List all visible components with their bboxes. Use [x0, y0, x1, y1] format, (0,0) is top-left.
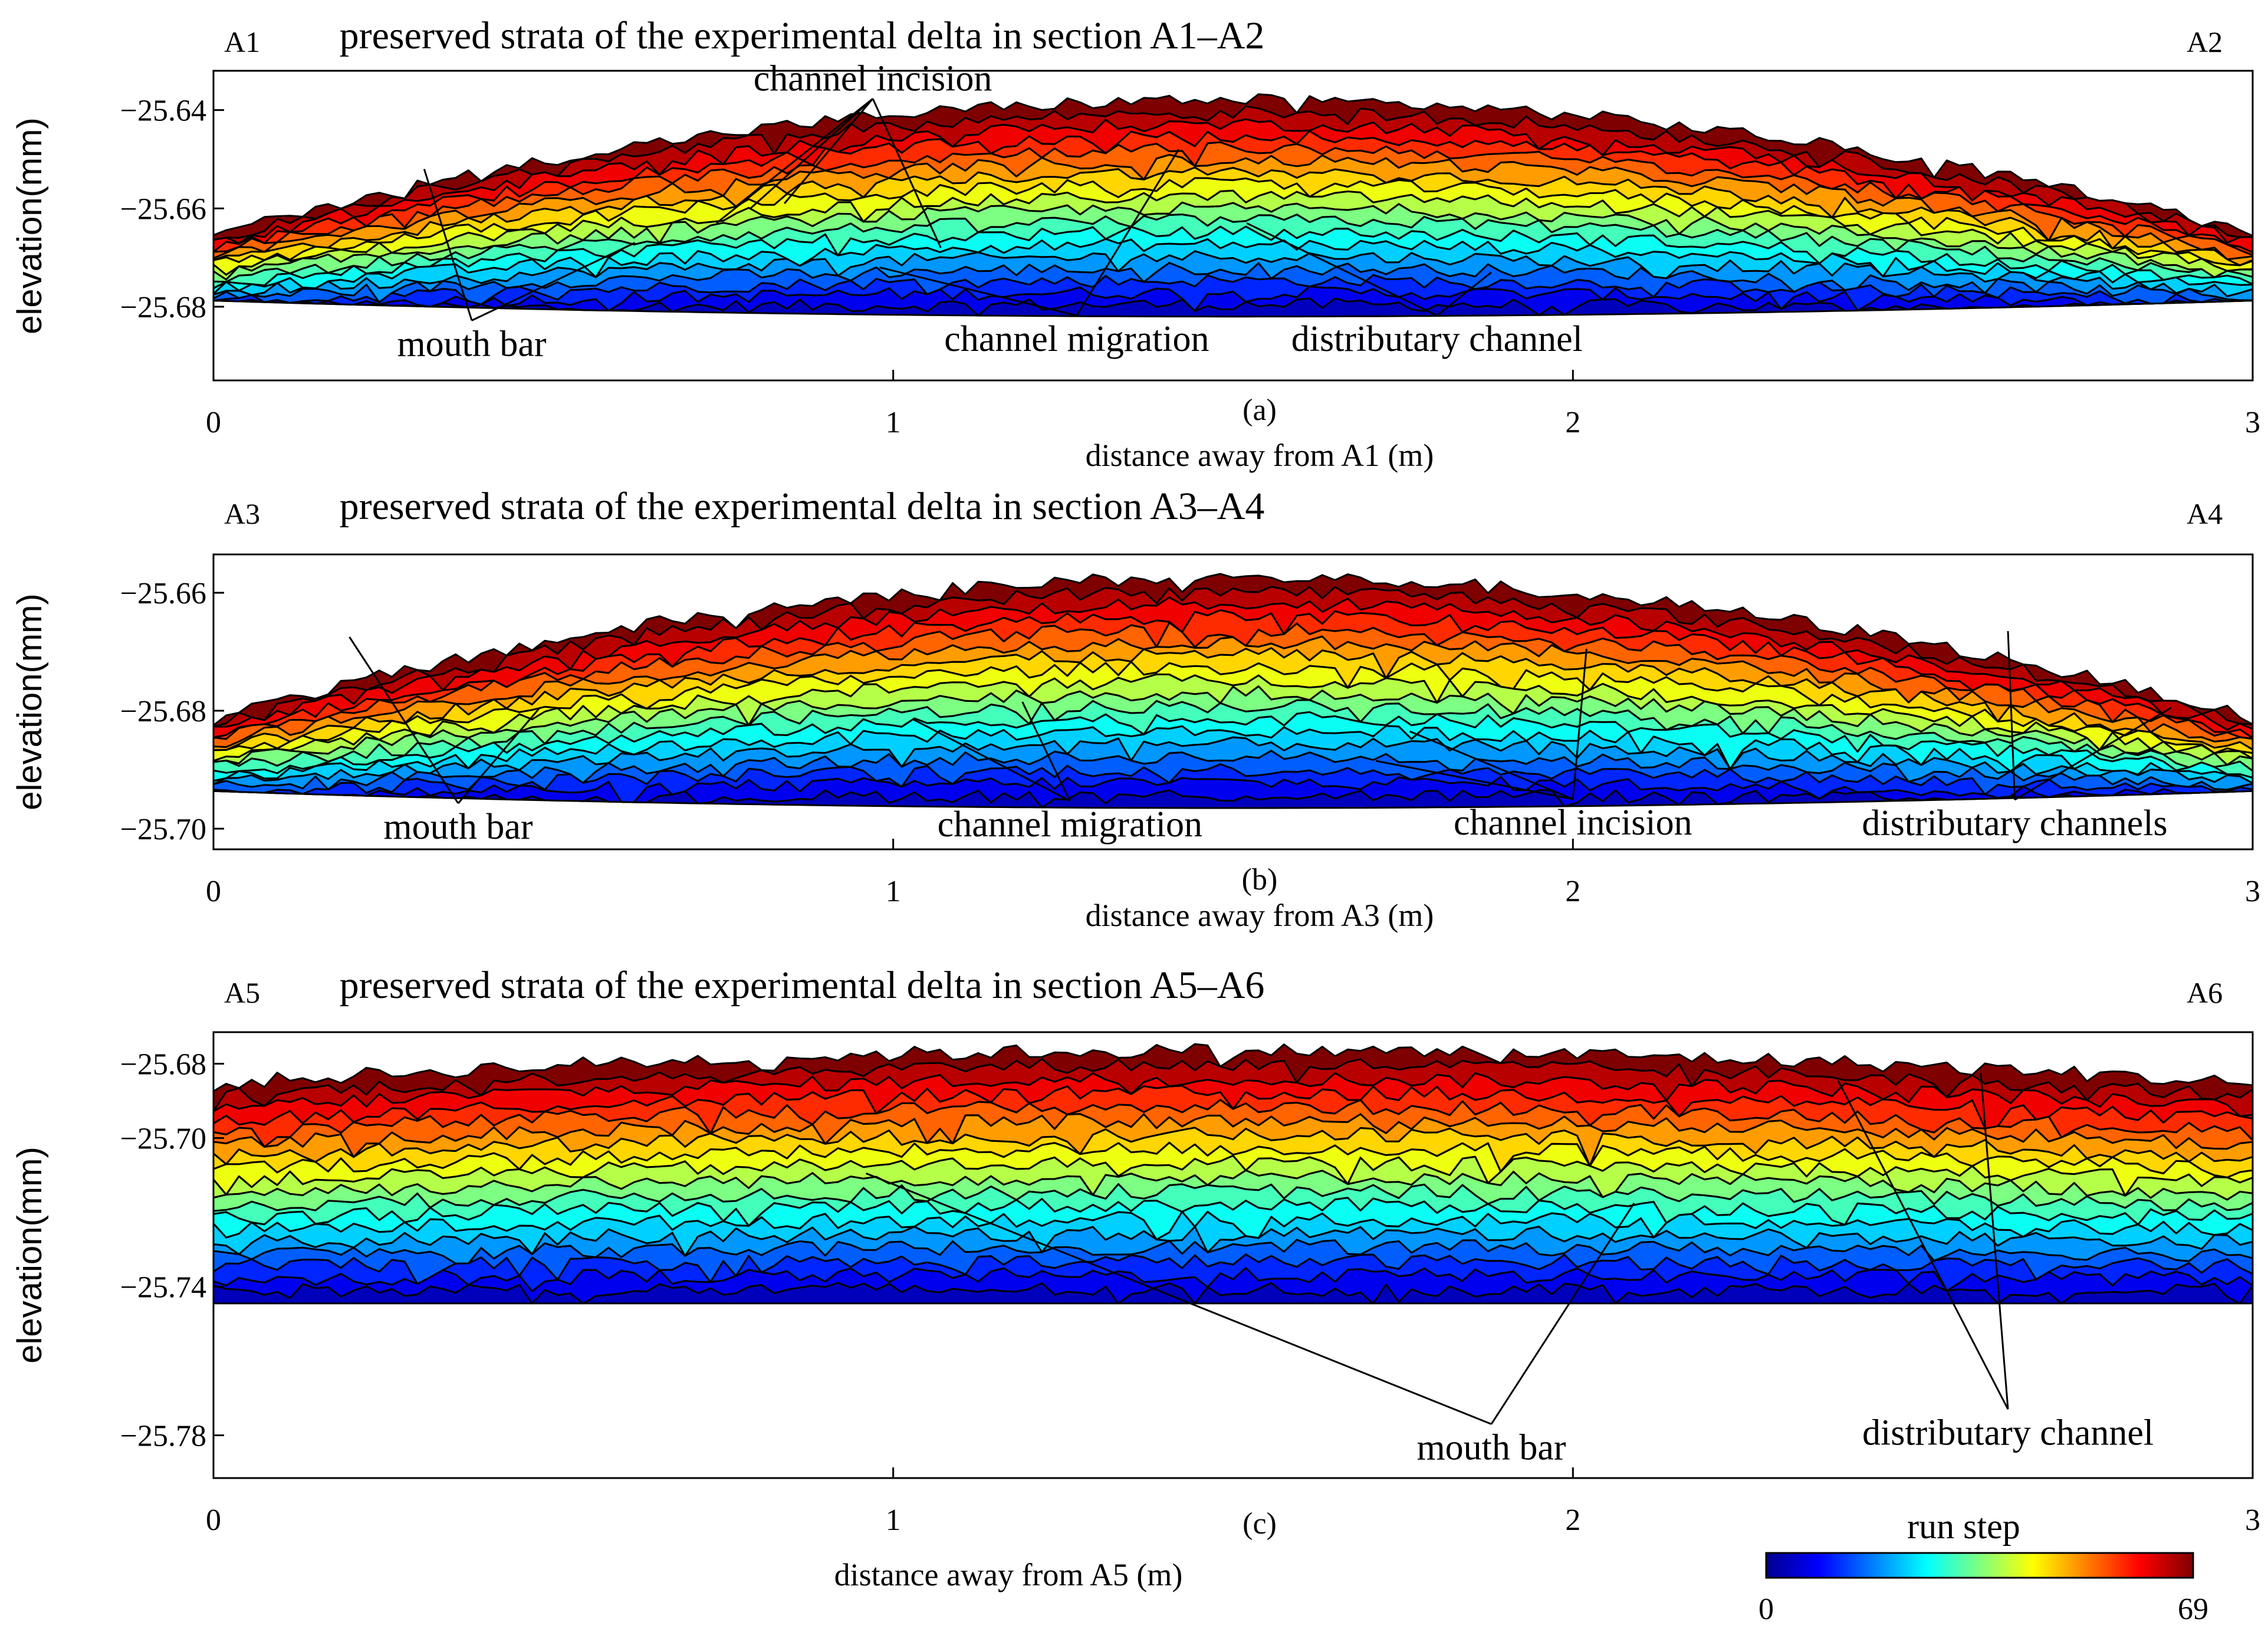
colorbar-min-label: 0 [1758, 1592, 1774, 1626]
x-tick-label: 3 [2245, 406, 2260, 439]
annotation-leader-line [1572, 648, 1587, 800]
panel-b-left-label: A3 [224, 497, 260, 530]
panel-c-letter: (c) [1243, 1507, 1277, 1541]
x-tick-label: 2 [1565, 875, 1580, 908]
y-tick-label: −25.70 [120, 1122, 206, 1156]
annotation-leader-line [784, 98, 874, 204]
colorbar-title: run step [1907, 1507, 2020, 1546]
annotation-leader-line [750, 98, 874, 209]
panel-c-left-label: A5 [224, 976, 260, 1009]
panel-b-title: preserved strata of the experimental del… [340, 485, 1265, 528]
annotation-leader-line [1837, 1080, 2009, 1410]
panel-c-ylabel: elevation(mm) [11, 1147, 49, 1363]
colorbar-ramp [1765, 1552, 2194, 1579]
x-tick-label: 3 [2245, 875, 2260, 908]
annotation-label: distributary channel [1862, 1413, 2154, 1453]
panel-b-ylabel: elevation(mm) [11, 593, 49, 810]
annotation-leader-line [423, 169, 473, 321]
annotation-leader-line [1021, 701, 1071, 802]
panel-a-x-axis: 0 1 2 3 [206, 370, 2260, 439]
annotation-leader-line [1436, 271, 1492, 317]
colorbar-max-label: 69 [2178, 1592, 2208, 1626]
annotation-label: mouth bar [383, 807, 533, 847]
panel-c-title: preserved strata of the experimental del… [340, 964, 1265, 1007]
panel-a-y-axis: −25.64 −25.66 −25.68 [120, 94, 224, 324]
x-tick-label: 2 [1565, 406, 1580, 439]
annotation-leader-line [879, 266, 1077, 317]
panel-c-right-label: A6 [2187, 976, 2223, 1009]
panel-b-xlabel: distance away from A3 (m) [1086, 898, 1434, 933]
y-tick-label: −25.68 [120, 1048, 206, 1082]
x-tick-label: 1 [886, 875, 901, 908]
panel-b-frame [212, 553, 2254, 851]
annotation-label: channel migration [944, 319, 1209, 359]
panel-c-xlabel: distance away from A5 (m) [834, 1557, 1183, 1592]
y-tick-label: −25.70 [120, 813, 206, 846]
y-tick-label: −25.66 [120, 577, 206, 610]
annotation-label: mouth bar [1416, 1428, 1566, 1468]
panel-a: preserved strata of the experimental del… [11, 14, 2260, 473]
x-tick-label: 3 [2245, 1503, 2260, 1537]
y-tick-label: −25.66 [120, 192, 206, 226]
annotation-leader-line [872, 98, 942, 248]
y-tick-label: −25.74 [120, 1271, 206, 1305]
annotation-label: channel incision [754, 58, 992, 98]
annotation-label: distributary channels [1862, 803, 2167, 843]
annotation-leader-line [471, 242, 636, 321]
annotation-leader-line [1409, 730, 1573, 800]
x-tick-label: 1 [886, 406, 901, 439]
panel-c-x-axis: 0 1 2 3 [206, 1467, 2260, 1537]
x-tick-label: 0 [206, 406, 221, 439]
panel-c-annotations: mouth bar distributary channel [866, 1073, 2154, 1468]
annotation-leader-line [1246, 222, 1438, 317]
panel-a-left-label: A1 [224, 25, 260, 58]
annotation-label: distributary channel [1291, 319, 1583, 359]
panel-a-ylabel: elevation(mm) [11, 117, 49, 334]
panel-c: preserved strata of the experimental del… [11, 964, 2260, 1592]
panel-c-y-axis: −25.68 −25.70 −25.74 −25.78 [120, 1048, 224, 1453]
annotation-label: channel migration [938, 804, 1202, 845]
panel-b: preserved strata of the experimental del… [11, 485, 2260, 933]
annotation-leader-line [1076, 149, 1180, 316]
panel-a-title: preserved strata of the experimental del… [340, 14, 1265, 57]
annotation-leader-line [716, 98, 874, 224]
x-tick-label: 2 [1565, 1503, 1580, 1537]
panel-b-annotations: mouth bar channel migration channel incisi… [349, 631, 2172, 847]
y-tick-label: −25.78 [120, 1420, 206, 1453]
panel-c-frame [212, 1031, 2254, 1479]
annotation-leader-line [349, 636, 459, 804]
panel-a-right-label: A2 [2187, 25, 2223, 58]
annotation-leader-line [1490, 1202, 1635, 1425]
annotation-leader-line [913, 718, 1071, 802]
y-tick-label: −25.68 [120, 695, 206, 728]
annotation-leader-line [866, 1173, 1492, 1425]
annotation-leader-line [457, 707, 541, 804]
panel-b-x-axis: 0 1 2 3 [206, 839, 2260, 908]
panel-a-letter: (a) [1243, 393, 1277, 427]
x-tick-label: 1 [886, 1503, 901, 1537]
panel-a-strata [212, 93, 2254, 318]
panel-a-frame [212, 70, 2254, 382]
panel-b-y-axis: −25.66 −25.68 −25.70 [120, 577, 224, 846]
panel-b-right-label: A4 [2187, 497, 2223, 530]
panel-c-strata [212, 1043, 2254, 1305]
panel-a-xlabel: distance away from A1 (m) [1086, 438, 1434, 473]
y-tick-label: −25.68 [120, 291, 206, 324]
panel-a-annotations: channel incision mouth bar channel migrati… [397, 58, 1582, 364]
x-tick-label: 0 [206, 875, 221, 908]
annotation-leader-line [1375, 760, 1573, 800]
y-tick-label: −25.64 [120, 94, 206, 128]
colorbar: run step 0 69 [1758, 1507, 2208, 1626]
annotation-leader-line [2014, 707, 2172, 801]
annotation-label: mouth bar [397, 324, 546, 364]
x-tick-label: 0 [206, 1503, 221, 1537]
panel-b-letter: (b) [1242, 863, 1278, 897]
annotation-leader-line [1980, 1073, 2009, 1410]
annotation-leader-line [2007, 631, 2016, 800]
panel-b-strata [212, 573, 2254, 809]
annotation-label: channel incision [1454, 803, 1692, 843]
